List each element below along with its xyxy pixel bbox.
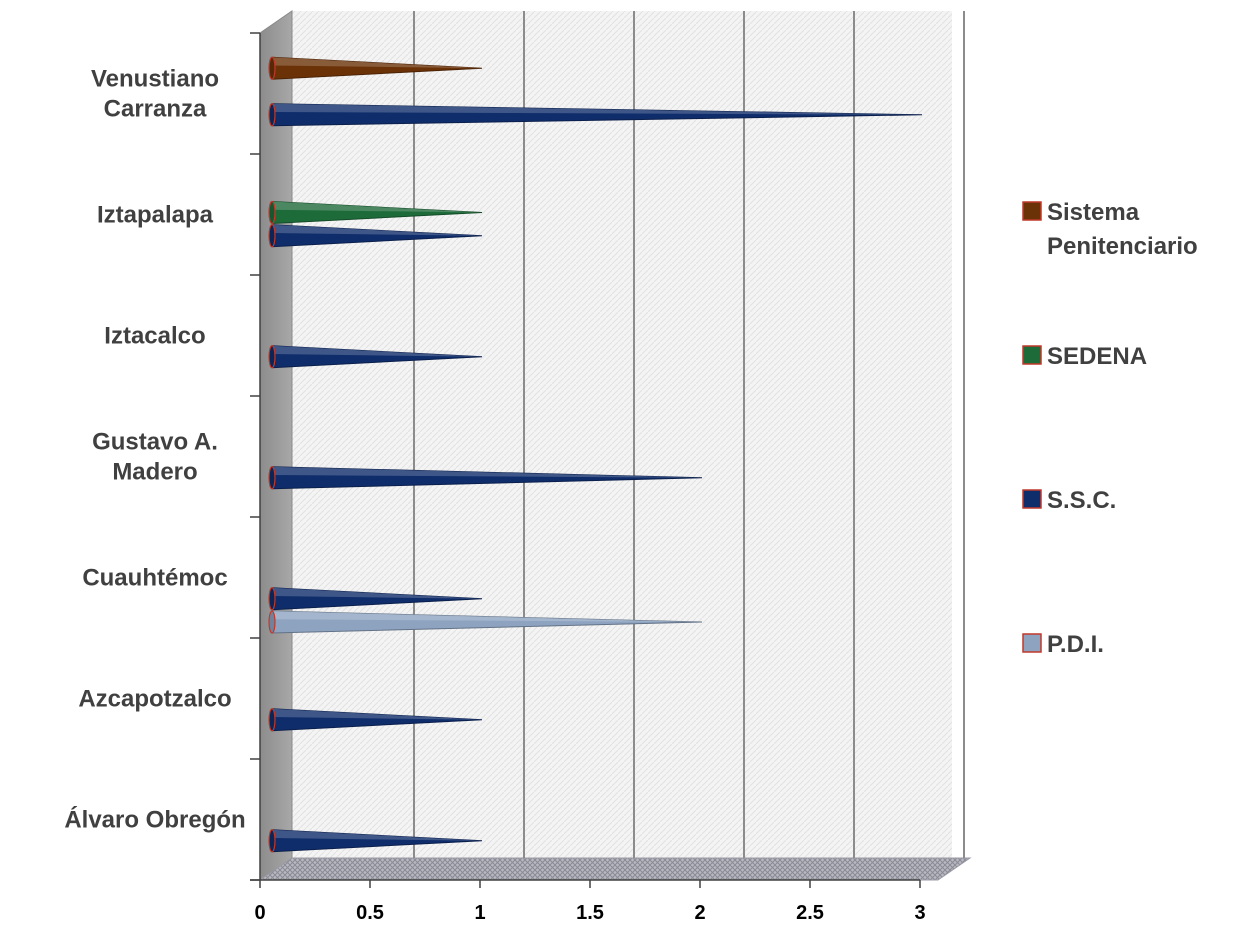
bar-1-3 [268, 466, 703, 490]
legend-label: Sistema [1047, 199, 1140, 226]
category-label: Carranza [104, 96, 207, 123]
floor [258, 857, 972, 881]
x-tick-label: 0.5 [356, 902, 384, 924]
x-tick-label: 0 [254, 902, 265, 924]
bar-2-5 [268, 200, 483, 225]
legend-swatch [1022, 201, 1042, 221]
bar-0-2 [268, 610, 703, 634]
legend-swatch [1022, 345, 1042, 365]
bar-1-5 [268, 224, 483, 248]
legend-item: Sistema Penitenciario [1022, 199, 1198, 260]
category-label: Iztapalapa [97, 202, 214, 229]
bar-1-6 [268, 103, 923, 127]
category-label: Madero [112, 459, 197, 486]
x-tick-label: 1 [474, 902, 485, 924]
legend-swatch [1022, 489, 1042, 509]
category-labels: Álvaro Obregón Azcapotzalco Cuauhtémoc Gust… [64, 66, 245, 834]
side-wall [259, 10, 293, 881]
bars [268, 56, 923, 853]
legend-item: S.S.C. [1022, 487, 1116, 514]
legend-label: Penitenciario [1047, 233, 1198, 260]
axes [250, 32, 921, 888]
bar-1-4 [268, 345, 483, 369]
legend-label: S.S.C. [1047, 487, 1116, 514]
category-label: Venustiano [91, 66, 219, 93]
legend-label: P.D.I. [1047, 631, 1104, 658]
category-label: Azcapotzalco [78, 686, 231, 713]
x-tick-label: 3 [914, 902, 925, 924]
category-label: Gustavo A. [92, 429, 218, 456]
legend-label: SEDENA [1047, 343, 1147, 370]
x-tick-label: 2.5 [796, 902, 824, 924]
category-label: Álvaro Obregón [64, 806, 245, 834]
legend: Sistema Penitenciario SEDENA S.S.C. P.D.I. [1022, 199, 1198, 658]
legend-item: P.D.I. [1022, 631, 1104, 658]
bar-3-6 [268, 56, 483, 80]
x-tick-label: 1.5 [576, 902, 604, 924]
x-tick-labels: 0 0.5 1 1.5 2 2.5 3 [254, 902, 925, 924]
bar-1-1 [268, 708, 483, 732]
category-label: Cuauhtémoc [82, 565, 227, 592]
x-tick-label: 2 [694, 902, 705, 924]
bar-1-0 [268, 829, 483, 853]
plot-frame [258, 10, 972, 881]
bar-1-2 [268, 587, 483, 611]
category-label: Iztacalco [104, 323, 205, 350]
gridlines [413, 11, 965, 858]
legend-item: SEDENA [1022, 343, 1147, 370]
legend-swatch [1022, 633, 1042, 653]
